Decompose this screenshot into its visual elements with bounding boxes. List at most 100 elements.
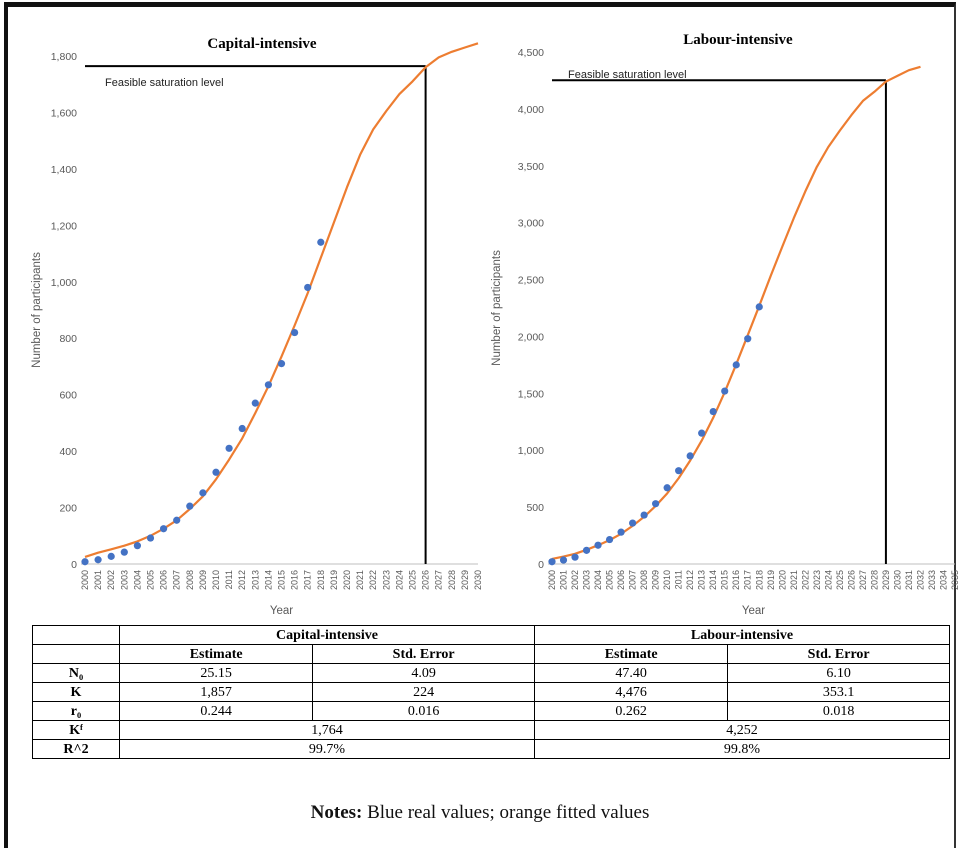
x-tick-label: 2026 [421, 570, 431, 590]
chart-title: Capital-intensive [207, 36, 317, 52]
table-cell: 0.262 [533, 701, 729, 721]
y-tick-label: 600 [59, 390, 77, 402]
table-cell: 1,764 [119, 720, 535, 740]
table-row-label: K [32, 682, 120, 702]
x-tick-label: 2003 [582, 570, 592, 590]
data-point [582, 546, 591, 554]
data-point [264, 381, 272, 389]
data-point [732, 361, 740, 369]
table-cell: 25.15 [118, 663, 314, 683]
x-tick-label: 2022 [368, 570, 378, 590]
x-tick-label: 2033 [927, 570, 937, 590]
x-tick-label: 2030 [892, 570, 902, 590]
x-tick-label: 2013 [697, 570, 707, 590]
y-tick-label: 500 [526, 502, 544, 514]
chart-title: Labour-intensive [683, 32, 793, 48]
data-point [146, 534, 155, 542]
x-tick-label: 2005 [605, 570, 615, 590]
table-cell: 224 [312, 682, 535, 702]
x-tick-label: 2029 [881, 570, 891, 590]
x-axis-label: Year [742, 605, 765, 617]
y-tick-label: 1,500 [518, 388, 544, 400]
x-tick-label: 2016 [290, 570, 300, 590]
fitted-line [84, 42, 479, 558]
y-tick-label: 1,000 [51, 277, 77, 289]
x-tick-label: 2008 [639, 570, 649, 590]
data-point [548, 558, 556, 566]
table-cell: 4.09 [312, 663, 535, 683]
x-tick-label: 2018 [316, 570, 326, 590]
table-row: K 1,857 224 4,476 353.1 [32, 682, 950, 702]
table-row-label: N₀ [32, 663, 120, 683]
notes-label: Notes: [310, 802, 363, 823]
table-group-capital: Capital-intensive [119, 625, 535, 645]
x-tick-label: 2028 [869, 570, 879, 590]
table-row: r₀ 0.244 0.016 0.262 0.018 [32, 701, 950, 721]
y-tick-label: 1,000 [518, 445, 544, 457]
table-cell: 99.8% [533, 739, 951, 759]
y-tick-label: 200 [59, 503, 77, 515]
x-tick-label: 2019 [329, 570, 339, 590]
x-tick-label: 2017 [743, 570, 753, 590]
data-point [107, 552, 115, 560]
table-row-label: R^2 [32, 739, 120, 759]
y-tick-label: 400 [59, 446, 77, 458]
y-tick-label: 4,500 [518, 47, 544, 59]
y-tick-label: 3,000 [518, 218, 544, 230]
x-tick-label: 2023 [381, 570, 391, 590]
x-tick-label: 2004 [132, 570, 142, 590]
x-tick-label: 2015 [720, 570, 730, 590]
x-tick-label: 2006 [616, 570, 626, 590]
x-tick-label: 2035 [950, 570, 960, 590]
x-tick-label: 2020 [342, 570, 352, 590]
data-point [212, 468, 220, 476]
x-tick-label: 2014 [708, 570, 718, 590]
table-cell: 6.10 [727, 663, 950, 683]
figure-frame [4, 2, 956, 848]
data-point [120, 548, 128, 556]
x-tick-label: 2025 [835, 570, 845, 590]
x-tick-label: 2001 [559, 570, 569, 590]
table-cell: 353.1 [727, 682, 950, 702]
x-tick-label: 2005 [146, 570, 156, 590]
data-point [571, 553, 579, 561]
data-point [160, 525, 168, 533]
x-tick-label: 2010 [662, 570, 672, 590]
x-tick-label: 2024 [394, 570, 404, 590]
table-cell: 4,476 [533, 682, 729, 702]
saturation-label: Feasible saturation level [105, 77, 224, 89]
x-tick-label: 2001 [93, 570, 103, 590]
x-tick-label: 2007 [172, 570, 182, 590]
y-axis-label: Number of participants [491, 250, 503, 366]
capital-intensive-chart: Capital-intensive 0 200 400 600 800 1,000 1,200… [31, 36, 483, 617]
data-point [686, 452, 694, 460]
table-cell: 4,252 [533, 720, 951, 740]
y-tick-label: 4,000 [518, 104, 544, 116]
data-point [291, 328, 299, 337]
data-point [199, 489, 207, 497]
x-tick-label: 2003 [119, 570, 129, 590]
data-point [251, 399, 259, 407]
figure-notes: Notes: Blue real values; orange fitted v… [0, 802, 960, 824]
x-tick-label: 2025 [408, 570, 418, 590]
data-point [640, 511, 648, 519]
x-tick-label: 2009 [651, 570, 661, 590]
x-tick-label: 2011 [674, 570, 684, 589]
x-tick-label: 2011 [224, 570, 234, 589]
x-tick-label: 2015 [277, 570, 287, 590]
table-row-label: r₀ [32, 701, 120, 721]
y-tick-label: 800 [59, 333, 77, 345]
data-point [698, 429, 706, 437]
data-point [133, 542, 141, 550]
labour-intensive-chart: Labour-intensive 0 500 1,000 1,500 2,000 2,500… [491, 32, 960, 617]
y-tick-label: 2,000 [518, 331, 544, 343]
saturation-label: Feasible saturation level [568, 69, 687, 81]
data-point [617, 528, 625, 536]
data-point [277, 360, 286, 368]
data-point [225, 444, 233, 452]
table-subheader: Std. Error [727, 644, 950, 664]
x-tick-label: 2016 [731, 570, 741, 590]
x-axis-label: Year [270, 605, 293, 617]
table-row: Kᶠ 1,764 4,252 [32, 720, 951, 740]
x-tick-label: 2031 [904, 570, 914, 590]
